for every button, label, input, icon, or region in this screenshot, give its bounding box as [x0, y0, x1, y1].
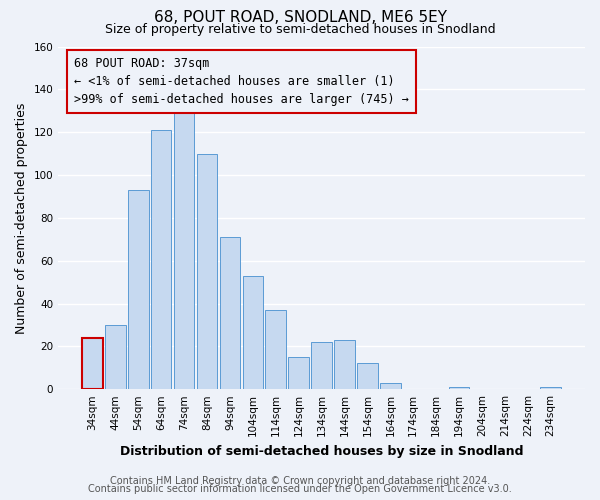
- Bar: [151, 130, 172, 389]
- Text: 68 POUT ROAD: 37sqm
← <1% of semi-detached houses are smaller (1)
>99% of semi-d: 68 POUT ROAD: 37sqm ← <1% of semi-detach…: [74, 57, 409, 106]
- Bar: [128, 190, 149, 389]
- Bar: [220, 237, 240, 389]
- Bar: [541, 387, 561, 389]
- Text: Contains public sector information licensed under the Open Government Licence v3: Contains public sector information licen…: [88, 484, 512, 494]
- Bar: [311, 342, 332, 389]
- Bar: [289, 357, 309, 389]
- Bar: [449, 387, 469, 389]
- Bar: [197, 154, 217, 389]
- Text: Contains HM Land Registry data © Crown copyright and database right 2024.: Contains HM Land Registry data © Crown c…: [110, 476, 490, 486]
- Bar: [357, 364, 378, 389]
- Bar: [105, 325, 125, 389]
- Y-axis label: Number of semi-detached properties: Number of semi-detached properties: [15, 102, 28, 334]
- Bar: [334, 340, 355, 389]
- Text: 68, POUT ROAD, SNODLAND, ME6 5EY: 68, POUT ROAD, SNODLAND, ME6 5EY: [154, 10, 446, 25]
- Bar: [82, 338, 103, 389]
- Bar: [265, 310, 286, 389]
- Bar: [174, 104, 194, 389]
- X-axis label: Distribution of semi-detached houses by size in Snodland: Distribution of semi-detached houses by …: [120, 444, 523, 458]
- Bar: [380, 383, 401, 389]
- Bar: [242, 276, 263, 389]
- Text: Size of property relative to semi-detached houses in Snodland: Size of property relative to semi-detach…: [104, 22, 496, 36]
